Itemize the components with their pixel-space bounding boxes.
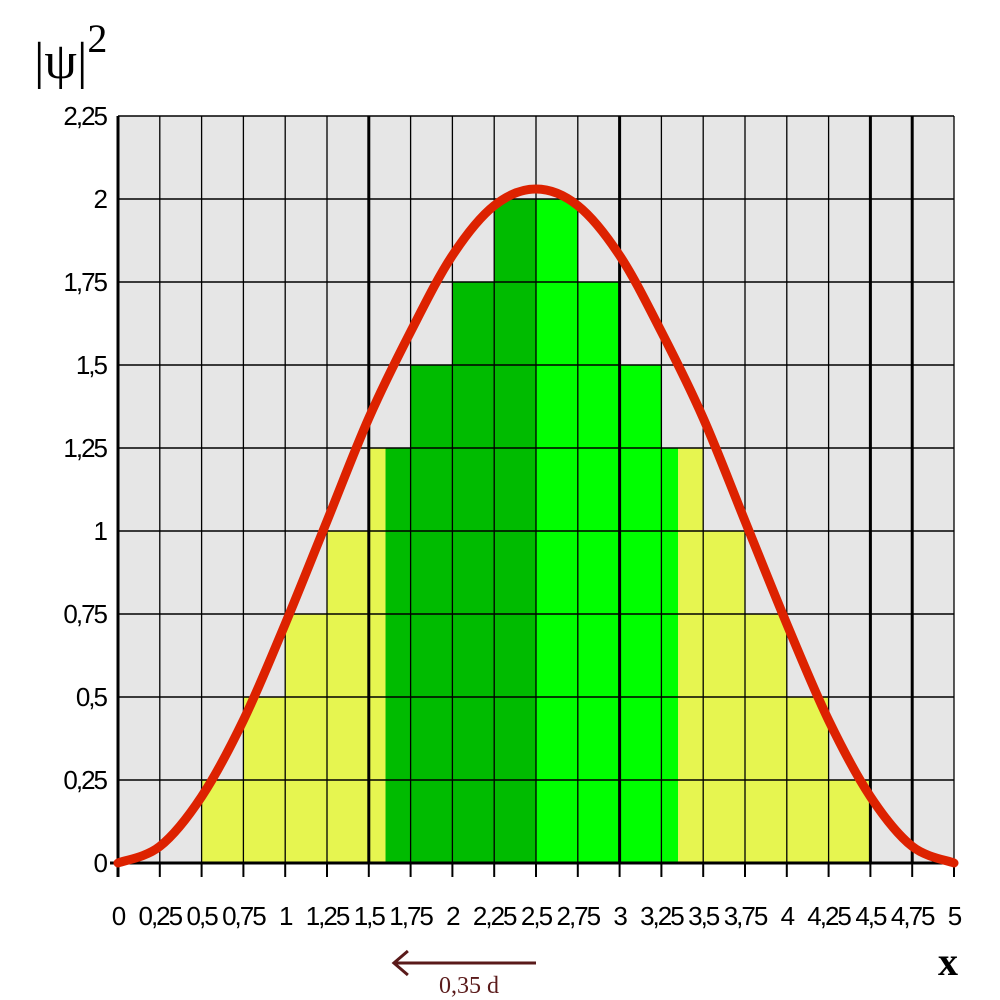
probability-density-curve [113,184,959,868]
bar-4 [368,448,386,863]
y-axis-label-base: |ψ| [34,33,87,90]
y-tick-label-7: 1,75 [63,267,107,297]
y-tick-label-1: 0,25 [63,765,107,795]
x-tick-label-6: 1,5 [354,901,386,931]
x-tick-label-13: 3,25 [640,901,684,931]
y-tick-label-2: 0,5 [76,682,108,712]
y-tick-label-6: 1,5 [76,350,108,380]
x-tick-label-19: 4,75 [891,901,935,931]
x-tick-label-8: 2 [446,901,460,931]
annotation-text: 0,35 d [439,973,499,999]
y-tick-label-9: 2,25 [63,101,107,131]
x-tick-label-11: 2,75 [556,901,600,931]
x-axis-label: x [938,939,958,984]
y-tick-label-8: 2 [94,184,108,214]
x-tick-label-9: 2,25 [473,901,517,931]
x-tick-label-10: 2,5 [521,901,553,931]
bar-2 [285,614,327,863]
y-tick-label-5: 1,25 [63,433,107,463]
x-tick-label-0: 0 [112,901,126,931]
annotation-arrowhead [391,949,409,977]
x-tick-label-15: 3,75 [724,901,768,931]
y-tick-label-0: 0 [94,848,108,878]
y-tick-labels: 0 0,25 0,5 0,75 1 1,25 1,5 1,75 2 2,25 [63,101,109,878]
x-tick-label-17: 4,25 [807,901,851,931]
width-annotation: 0,35 d [391,949,536,999]
y-tick-label-3: 0,75 [63,599,107,629]
x-tick-labels: 0 0,25 0,5 0,75 1 1,25 1,5 1,75 2 2,25 2,5 2,75 3 3,2… [112,901,964,931]
x-tick-label-18: 4,5 [855,901,887,931]
bar-15 [745,614,787,863]
x-tick-label-1: 0,25 [138,901,182,931]
x-tick-label-16: 4 [781,901,795,931]
grid-group [116,115,955,864]
x-tick-label-4: 1 [279,901,293,931]
x-tick-label-3: 0,75 [222,901,266,931]
x-tick-label-5: 1,25 [306,901,350,931]
bar-7 [452,282,495,863]
bar-13 [678,448,704,863]
x-tick-label-7: 1,75 [389,901,433,931]
y-axis-label: |ψ|2 [34,16,107,90]
bar-10 [577,282,620,863]
x-tick-label-20: 5 [948,901,962,931]
bar-5 [385,448,411,863]
x-tick-label-12: 3 [613,901,627,931]
bar-12 [661,448,679,863]
x-tick-label-14: 3,5 [688,901,720,931]
x-tick-label-2: 0,5 [187,901,219,931]
y-axis-label-exponent: 2 [87,16,107,61]
y-tick-label-4: 1 [94,516,108,546]
